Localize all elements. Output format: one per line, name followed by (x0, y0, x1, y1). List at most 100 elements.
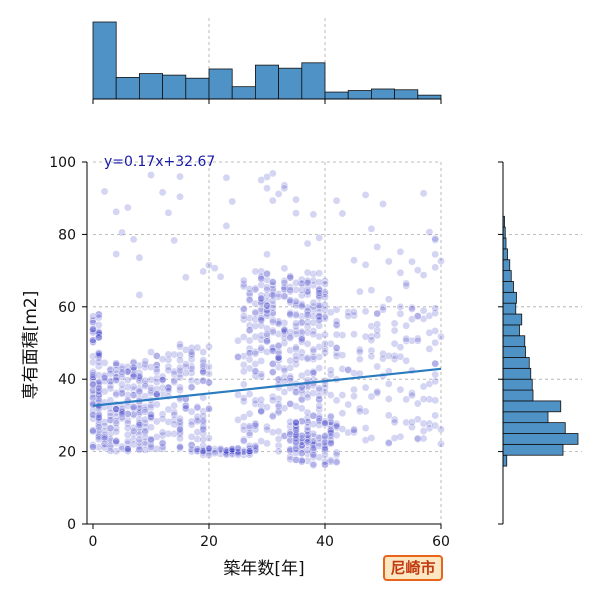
data-point (210, 447, 219, 456)
data-point (193, 377, 202, 386)
data-point (263, 403, 271, 412)
data-point (124, 437, 132, 445)
data-point (419, 395, 428, 403)
data-point (315, 287, 324, 295)
data-point (292, 297, 300, 305)
data-point (280, 277, 289, 285)
data-point (274, 408, 283, 417)
data-point (297, 434, 306, 443)
data-point (350, 330, 358, 339)
data-point (367, 322, 376, 330)
data-point (89, 443, 97, 451)
data-point (124, 376, 132, 384)
data-point (164, 383, 173, 392)
data-point (263, 184, 271, 193)
data-point (187, 369, 196, 377)
right-hist-bar (502, 335, 526, 348)
data-point (274, 400, 283, 409)
data-point (205, 405, 213, 413)
data-point (419, 427, 428, 435)
top-hist-bar (92, 21, 117, 100)
data-point (112, 439, 120, 448)
data-point (373, 320, 382, 329)
data-point (303, 310, 312, 319)
data-point (187, 445, 196, 454)
data-point (263, 269, 271, 278)
data-point (199, 412, 207, 420)
data-point (315, 278, 324, 287)
data-point (326, 426, 335, 435)
data-point (390, 415, 399, 424)
data-point (129, 403, 138, 411)
data-point (176, 442, 184, 451)
data-point (315, 434, 324, 442)
data-point (95, 426, 103, 435)
data-point (309, 327, 318, 335)
top-hist-bar (417, 94, 442, 100)
data-point (263, 285, 271, 294)
data-point (431, 250, 440, 259)
data-point (239, 413, 248, 421)
top-hist-bar (370, 88, 395, 100)
right-hist-bar (502, 443, 564, 456)
data-point (187, 407, 196, 416)
data-point (158, 188, 167, 197)
data-point (170, 416, 178, 424)
data-point (239, 397, 248, 406)
data-point (408, 418, 416, 426)
data-point (431, 377, 440, 386)
data-point (315, 234, 324, 242)
right-hist-bar (502, 313, 523, 326)
data-point (350, 392, 358, 401)
data-point (274, 292, 283, 301)
data-point (89, 319, 97, 327)
data-point (95, 310, 103, 319)
data-point (280, 279, 289, 287)
data-point (297, 327, 306, 336)
data-point (100, 387, 109, 396)
data-point (274, 290, 283, 298)
data-point (321, 438, 329, 447)
data-point (321, 451, 329, 459)
data-point (257, 437, 266, 445)
data-point (118, 442, 126, 451)
data-point (419, 189, 428, 198)
data-point (384, 295, 393, 304)
data-point (147, 423, 155, 432)
data-point (239, 394, 248, 402)
data-point (431, 234, 440, 243)
data-point (425, 395, 434, 404)
data-point (152, 361, 161, 369)
data-point (158, 410, 167, 418)
data-point (321, 293, 329, 301)
data-point (135, 369, 144, 377)
top-hist-bar (162, 74, 187, 100)
data-point (338, 209, 347, 218)
data-point (303, 283, 312, 292)
data-point (176, 363, 184, 372)
data-point (286, 328, 295, 337)
data-point (286, 455, 295, 464)
data-point (309, 347, 318, 356)
data-point (118, 444, 126, 453)
data-point (321, 388, 329, 397)
data-point (274, 435, 283, 443)
data-point (361, 436, 370, 444)
data-point (303, 279, 312, 287)
top-hist-bar (394, 89, 419, 100)
y-tick-label: 0 (67, 517, 76, 533)
data-point (152, 365, 161, 374)
data-point (384, 439, 393, 448)
data-point (286, 273, 295, 282)
data-point (332, 448, 341, 457)
data-point (147, 171, 155, 179)
data-point (199, 348, 207, 356)
data-point (170, 367, 178, 376)
top-hist-bar (231, 86, 256, 100)
data-point (239, 425, 248, 434)
data-point (413, 312, 422, 320)
data-point (251, 332, 260, 341)
data-point (95, 415, 103, 424)
data-point (321, 314, 329, 323)
right-hist-bar (502, 302, 517, 315)
